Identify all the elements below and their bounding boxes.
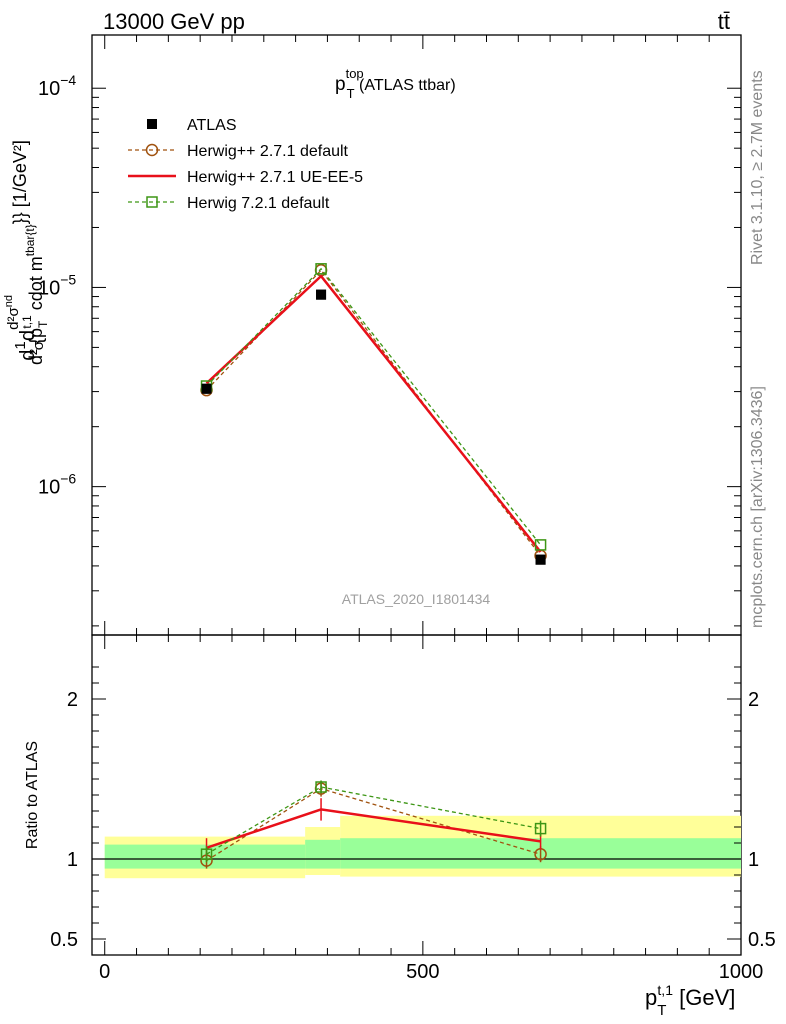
ratio-y-tick-label: 0.5	[50, 929, 78, 951]
y-tick-label: 10−4	[38, 72, 76, 100]
ratio-series-group	[200, 780, 547, 869]
y-tick-label: 10−5	[38, 271, 76, 299]
data-point	[534, 539, 547, 551]
header-energy: 13000 GeV pp	[103, 9, 245, 34]
x-tick-label: 0	[99, 961, 110, 983]
x-tick-label: 1000	[719, 961, 764, 983]
legend-marker	[146, 196, 158, 208]
ratio-y-tick-label-right: 0.5	[748, 929, 776, 951]
ratio-plot-frame	[91, 634, 742, 956]
ratio-point	[315, 781, 327, 793]
ratio-axis-ticks: 0.5 0.5 1 1 2 2 0 500 1000	[50, 666, 776, 983]
ratio-y-tick-label: 2	[67, 689, 78, 711]
atlas-data-point	[201, 383, 212, 394]
y-tick-label: 10−6	[38, 471, 76, 499]
legend-marker	[145, 143, 159, 157]
x-tick-label: 500	[406, 961, 439, 983]
ratio-y-tick-label: 1	[67, 849, 78, 871]
series-line-2	[205, 274, 542, 553]
legend-marker	[147, 119, 157, 129]
x-axis-label: pTt,1 [GeV]	[645, 982, 735, 1019]
ratio-point	[534, 822, 547, 835]
uncertainty-bands	[92, 815, 741, 879]
legend-label: Herwig++ 2.7.1 UE-EE-5	[187, 169, 363, 186]
atlas-data-point	[316, 289, 327, 300]
legend-label: Herwig++ 2.7.1 default	[187, 143, 349, 160]
legend-label: Herwig 7.2.1 default	[187, 195, 330, 212]
header-process: tt̄	[718, 9, 730, 34]
plot-title: ptop T (ATLAS ttbar)	[335, 66, 456, 101]
series-line-3	[206, 267, 542, 546]
rivet-label: Rivet 3.1.10, ≥ 2.7M events	[749, 70, 766, 265]
legend-label: ATLAS	[187, 117, 237, 134]
main-y-axis-label: d1σdd²σndd² {pTt,1 cdot mtbar{t}}} [1/Ge…	[3, 140, 50, 365]
series-line-1	[206, 269, 542, 557]
main-axis-ticks: 10−6 10−5 10−4	[38, 35, 742, 955]
ratio-point	[200, 848, 213, 860]
analysis-watermark: ATLAS_2020_I1801434	[342, 591, 491, 607]
ratio-y-tick-label-right: 1	[748, 849, 759, 871]
legend: ATLAS Herwig++ 2.7.1 default Herwig++ 2.7.…	[128, 117, 363, 212]
ratio-y-axis-label: Ratio to ATLAS	[24, 741, 41, 849]
ratio-y-tick-label-right: 2	[748, 689, 759, 711]
ratio-line-2	[206, 786, 541, 855]
mcplots-label: mcplots.cern.ch [arXiv:1306.3436]	[749, 386, 766, 628]
green-band-1	[305, 839, 341, 869]
data-point	[315, 263, 327, 275]
atlas-data-point	[535, 554, 546, 565]
green-band-0	[104, 844, 306, 869]
main-series-group	[200, 263, 547, 565]
